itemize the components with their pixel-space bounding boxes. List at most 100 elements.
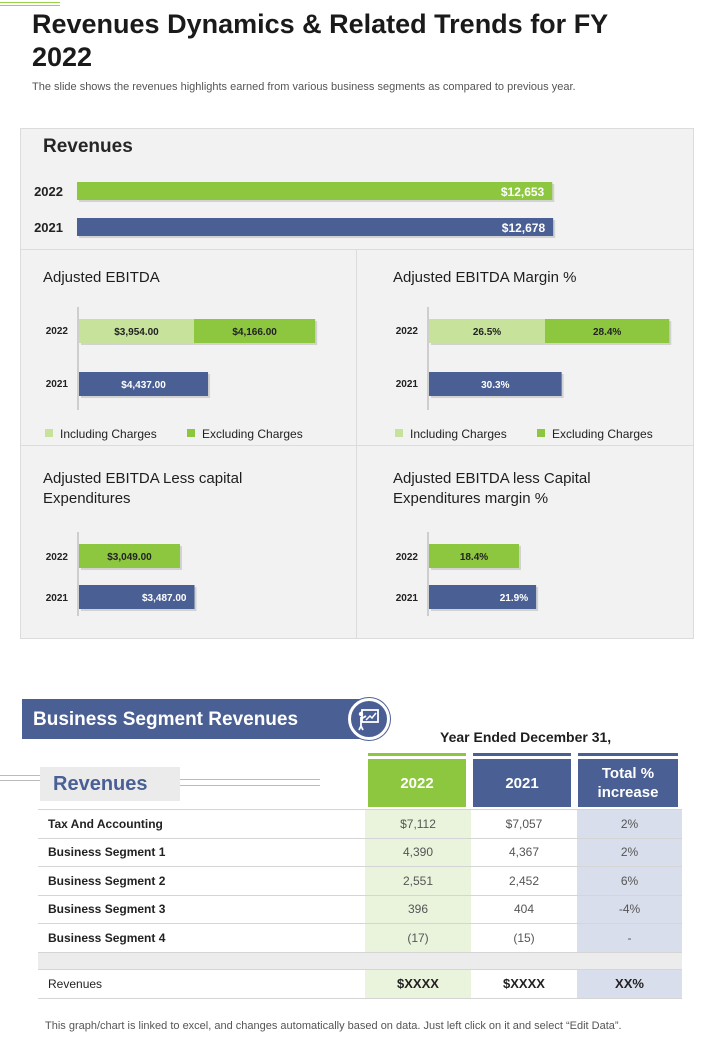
category-label: 2022 bbox=[396, 326, 419, 337]
category-label: 2021 bbox=[396, 593, 419, 604]
data-label: $4,437.00 bbox=[121, 380, 166, 391]
footnote: This graph/chart is linked to excel, and… bbox=[45, 1020, 622, 1032]
row-label: Business Segment 2 bbox=[48, 873, 166, 888]
category-label: 2021 bbox=[46, 593, 69, 604]
revenues-chart: 2022 $12,653 2021 $12,678 bbox=[34, 182, 556, 238]
row-label: Business Segment 3 bbox=[48, 902, 166, 917]
ebitda-less-capex-title: Adjusted EBITDA Less capital Expenditure… bbox=[43, 470, 243, 507]
year-ended-label: Year Ended December 31, bbox=[440, 729, 612, 745]
revenues-table-label: Revenues bbox=[40, 767, 180, 801]
category-label: 2021 bbox=[396, 379, 419, 390]
data-label: $4,166.00 bbox=[232, 327, 277, 338]
cell-total: 2% bbox=[577, 810, 682, 838]
bar-2022-0 bbox=[429, 319, 545, 343]
category-label: 2021 bbox=[34, 220, 63, 235]
divider bbox=[180, 779, 320, 780]
table-spacer-row bbox=[38, 952, 682, 970]
total-row-label: Revenues bbox=[48, 976, 103, 991]
header-accent-2022 bbox=[368, 753, 466, 756]
ebitda-less-capex-margin-title: Adjusted EBITDA less Capital Expenditure… bbox=[393, 470, 591, 507]
cell-2022: $7,112 bbox=[365, 810, 471, 838]
header-accent-2021 bbox=[473, 753, 571, 756]
cell-2022: (17) bbox=[365, 924, 471, 952]
adjusted-ebitda-margin-title: Adjusted EBITDA Margin % bbox=[393, 269, 577, 286]
category-label: 2022 bbox=[46, 326, 69, 337]
category-label: 2021 bbox=[46, 379, 69, 390]
divider bbox=[180, 785, 320, 786]
column-header-total-increase: Total % increase bbox=[578, 759, 678, 807]
bar-2022-1 bbox=[194, 319, 316, 343]
revenues-chart-title: Revenues bbox=[43, 136, 133, 157]
bar-2022 bbox=[77, 182, 553, 200]
cell-total: 6% bbox=[577, 867, 682, 895]
table-row: Business Segment 3 396 404 -4% bbox=[38, 895, 682, 924]
divider bbox=[0, 775, 40, 776]
bar-2022 bbox=[429, 544, 519, 568]
table-row: Business Segment 1 4,390 4,367 2% bbox=[38, 838, 682, 867]
table-row: Business Segment 2 2,551 2,452 6% bbox=[38, 867, 682, 896]
cell-2022: 396 bbox=[365, 895, 471, 923]
ebitda-less-capex-chart: 2022 $3,049.00 2021 $3,487.00 bbox=[46, 532, 197, 616]
category-label: 2022 bbox=[34, 184, 63, 199]
revenues-panel: Revenues 2022 $12,653 2021 $12,678 bbox=[20, 128, 694, 250]
page-subtitle: The slide shows the revenues highlights … bbox=[32, 81, 576, 93]
legend-swatch bbox=[537, 429, 545, 437]
adjusted-ebitda-chart: 2022 $3,954.00 $4,166.00 2021 $4,437.00 Inclu… bbox=[45, 307, 318, 441]
total-cell-2022: $XXXX bbox=[365, 969, 471, 998]
legend-swatch bbox=[395, 429, 403, 437]
total-cell-total: XX% bbox=[577, 969, 682, 998]
data-label: 28.4% bbox=[593, 327, 621, 338]
cell-2021: $7,057 bbox=[505, 816, 543, 831]
bar-2021 bbox=[79, 585, 195, 609]
column-header-2021: 2021 bbox=[473, 759, 571, 807]
total-increase-label: Total % increase bbox=[597, 765, 659, 801]
ebitda-less-capex-panel: Adjusted EBITDA Less capital Expenditure… bbox=[20, 445, 357, 639]
data-label: 26.5% bbox=[473, 327, 501, 338]
data-label: $3,954.00 bbox=[114, 327, 159, 338]
column-header-2022: 2022 bbox=[368, 759, 466, 807]
row-label: Tax And Accounting bbox=[48, 816, 163, 831]
table-total-row: Revenues $XXXX $XXXX XX% bbox=[38, 969, 682, 999]
cell-2021: 2,452 bbox=[508, 873, 540, 888]
bar-2022-0 bbox=[79, 319, 194, 343]
total-cell-2021: $XXXX bbox=[503, 976, 545, 991]
business-segment-banner: Business Segment Revenues bbox=[22, 699, 372, 739]
cell-2022: 2,551 bbox=[365, 867, 471, 895]
presentation-board-icon bbox=[348, 698, 390, 740]
cell-2022: 4,390 bbox=[365, 838, 471, 866]
page-title: Revenues Dynamics & Related Trends for F… bbox=[32, 9, 608, 72]
data-label: 21.9% bbox=[500, 593, 528, 604]
category-label: 2022 bbox=[46, 552, 69, 563]
data-label: $12,678 bbox=[502, 221, 546, 235]
data-label: 30.3% bbox=[481, 380, 509, 391]
cell-2021: 404 bbox=[513, 902, 535, 917]
ebitda-less-capex-margin-panel: Adjusted EBITDA less Capital Expenditure… bbox=[356, 445, 694, 639]
segment-table: Tax And Accounting $7,112 $7,057 2% Busi… bbox=[38, 809, 682, 999]
bar-2021 bbox=[429, 585, 537, 609]
legend-label: Excluding Charges bbox=[202, 427, 303, 441]
adjusted-ebitda-margin-chart: 2022 26.5% 28.4% 2021 30.3% Including Charges… bbox=[395, 307, 672, 441]
data-label: $3,049.00 bbox=[107, 552, 152, 563]
cell-total: - bbox=[577, 924, 682, 952]
data-label: $12,653 bbox=[501, 185, 545, 199]
row-label: Business Segment 1 bbox=[48, 845, 166, 860]
adjusted-ebitda-margin-panel: Adjusted EBITDA Margin % 2022 26.5% 28.4% 2… bbox=[356, 249, 694, 446]
decorative-lines bbox=[0, 2, 60, 8]
bar-2021-0 bbox=[79, 372, 209, 396]
table-row: Tax And Accounting $7,112 $7,057 2% bbox=[38, 810, 682, 839]
bar-2022 bbox=[79, 544, 180, 568]
legend-label: Including Charges bbox=[410, 427, 507, 441]
adjusted-ebitda-panel: Adjusted EBITDA 2022 $3,954.00 $4,166.00 20… bbox=[20, 249, 357, 446]
legend-swatch bbox=[45, 429, 53, 437]
category-label: 2022 bbox=[396, 552, 419, 563]
cell-2021: (15) bbox=[513, 930, 535, 945]
bar-2021 bbox=[77, 218, 554, 236]
data-label: 18.4% bbox=[460, 552, 488, 563]
header-accent-total bbox=[578, 753, 678, 756]
row-label: Business Segment 4 bbox=[48, 930, 166, 945]
cell-2021: 4,367 bbox=[508, 845, 540, 860]
adjusted-ebitda-title: Adjusted EBITDA bbox=[43, 269, 160, 286]
legend-label: Including Charges bbox=[60, 427, 157, 441]
legend-swatch bbox=[187, 429, 195, 437]
bar-2022-1 bbox=[545, 319, 670, 343]
